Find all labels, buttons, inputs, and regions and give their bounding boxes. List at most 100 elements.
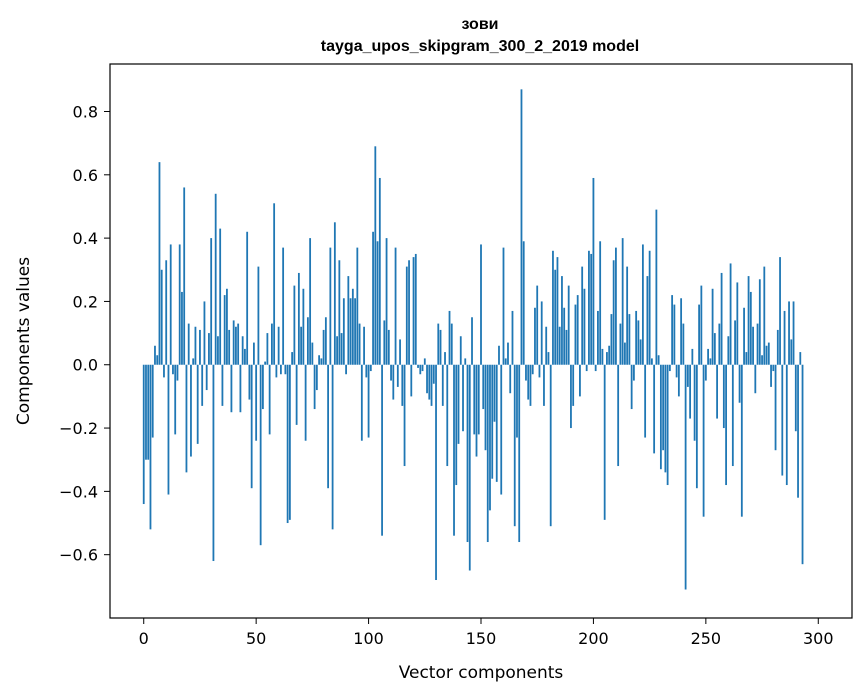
bar-275 [761,355,763,365]
bar-238 [677,364,680,397]
bar-61 [279,364,282,375]
bar-138 [453,364,455,536]
bar-225 [648,250,651,365]
bar-212 [619,323,622,365]
bar-103 [374,146,377,365]
bar-229 [657,355,660,365]
bar-262 [731,364,734,467]
bar-124 [421,364,424,372]
bar-195 [581,266,584,365]
bar-235 [671,295,674,365]
bar-63 [284,364,287,375]
bar-260 [727,336,730,365]
bar-228 [655,209,658,365]
bar-199 [590,253,593,365]
bar-80 [322,329,325,365]
bar-165 [513,364,516,527]
y-tick-label: 0.8 [73,102,98,121]
bar-81 [324,317,327,365]
bar-162 [507,342,509,365]
bar-6 [156,355,159,365]
y-axis: −0.6 −0.4 −0.2 0.0 0.2 0.4 0.6 0.8 [59,102,110,565]
bar-137 [450,323,453,365]
bar-91 [347,276,350,365]
bar-110 [390,364,392,381]
bar-232 [664,364,667,473]
bar-166 [516,364,518,438]
bar-114 [399,339,401,365]
bar-58 [273,203,276,365]
bar-278 [767,342,770,365]
bar-245 [693,364,696,441]
bar-215 [626,266,629,365]
bar-19 [185,364,188,473]
bar-99 [365,364,368,378]
bar-98 [363,326,365,365]
bar-26 [201,364,204,406]
bar-190 [570,364,572,429]
bar-129 [432,364,435,384]
bar-158 [498,345,500,365]
y-tick-label: −0.6 [59,546,98,565]
bar-108 [385,238,388,365]
bar-93 [351,288,354,365]
bar-246 [695,364,698,489]
bar-256 [718,323,721,365]
bar-187 [563,307,566,365]
bar-131 [437,323,440,365]
bar-107 [383,320,386,365]
y-axis-label: Components values [14,257,34,425]
bar-84 [331,364,334,530]
bar-183 [554,269,557,365]
bar-14 [174,364,177,435]
bar-284 [781,364,784,476]
bar-102 [372,231,374,365]
bar-96 [358,323,361,365]
bar-184 [556,257,559,365]
bar-167 [518,364,521,543]
bar-241 [684,364,687,590]
bar-139 [455,364,458,486]
bar-135 [446,364,449,467]
bar-78 [318,355,321,365]
bar-22 [192,358,195,365]
bar-9 [163,364,165,378]
bar-173 [531,364,534,375]
bar-119 [410,364,413,397]
bar-198 [588,250,590,365]
bar-89 [342,298,345,365]
bar-142 [462,364,464,432]
bar-257 [720,272,723,365]
bar-51 [257,266,260,365]
bar-73 [306,317,309,365]
bar-221 [639,339,642,365]
bar-40 [232,320,235,365]
bar-251 [707,348,709,365]
x-tick-label: 0 [139,629,149,648]
bar-30 [210,238,213,365]
bar-49 [253,342,255,365]
bar-236 [673,304,676,365]
bar-70 [300,326,303,365]
bar-120 [412,257,415,365]
bar-109 [387,329,390,365]
bar-207 [608,345,611,365]
bar-54 [264,361,267,365]
bar-87 [338,260,341,365]
bar-151 [482,364,485,410]
bar-157 [495,364,498,482]
bar-136 [448,310,451,365]
y-tick-label: 0.2 [73,292,98,311]
bar-268 [745,352,748,365]
bar-7 [158,162,161,365]
bar-13 [172,364,174,375]
bar-77 [315,364,318,391]
bar-253 [711,288,714,365]
bar-106 [381,364,383,536]
bar-244 [691,348,694,365]
bar-23 [194,326,197,365]
bar-276 [763,266,766,365]
bar-201 [594,364,597,372]
y-tick-label: −0.2 [59,419,98,438]
chart-title: зови [462,16,499,33]
